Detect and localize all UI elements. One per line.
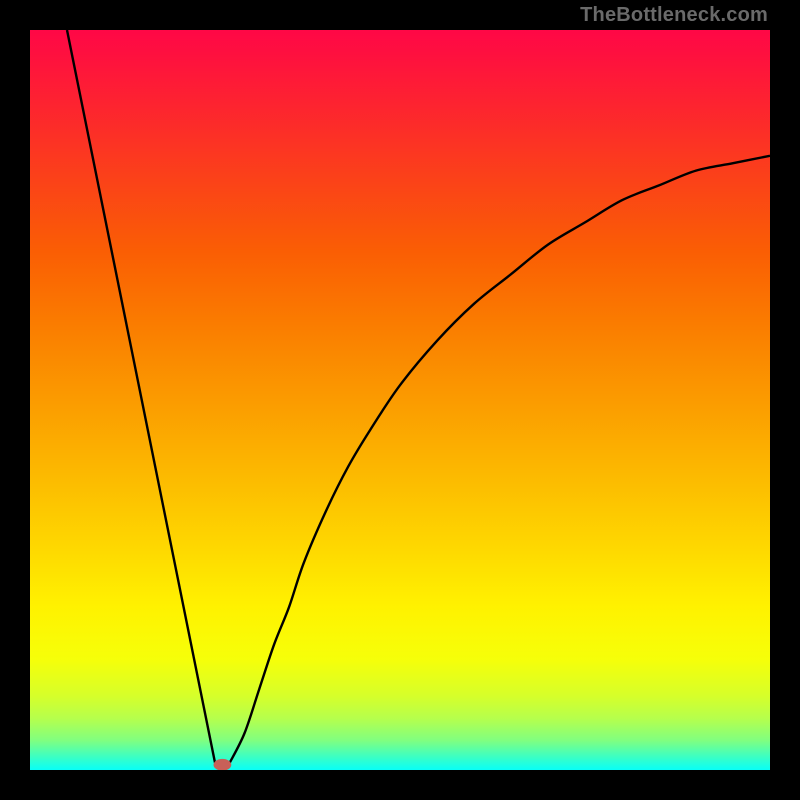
plot-area	[30, 30, 770, 770]
left-descent-line	[67, 30, 215, 763]
valley-marker	[214, 759, 232, 770]
curve-layer	[30, 30, 770, 770]
watermark-label: TheBottleneck.com	[580, 4, 768, 27]
right-asymptotic-curve	[230, 156, 770, 763]
chart-container: TheBottleneck.com	[0, 0, 800, 800]
